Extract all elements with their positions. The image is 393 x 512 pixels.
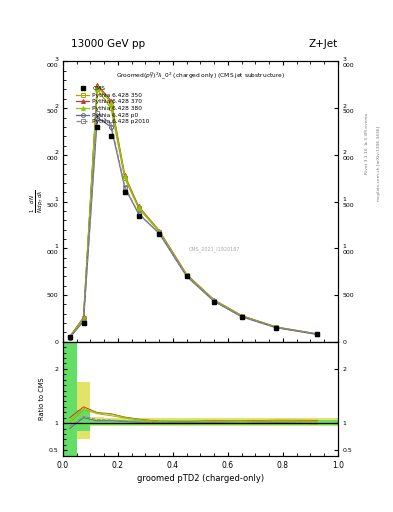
Text: CMS_2021_I1920187: CMS_2021_I1920187	[188, 246, 240, 252]
Text: Z+Jet: Z+Jet	[309, 38, 338, 49]
Legend: CMS, Pythia 6.428 350, Pythia 6.428 370, Pythia 6.428 380, Pythia 6.428 p0, Pyth: CMS, Pythia 6.428 350, Pythia 6.428 370,…	[74, 84, 152, 126]
Y-axis label: Ratio to CMS: Ratio to CMS	[39, 377, 46, 420]
Text: Groomed$(p_T^D)^2\lambda\_0^2$ (charged only) (CMS jet substructure): Groomed$(p_T^D)^2\lambda\_0^2$ (charged …	[116, 70, 285, 80]
Y-axis label: $\frac{1}{N}\frac{dN}{dp_T\,d\lambda}$: $\frac{1}{N}\frac{dN}{dp_T\,d\lambda}$	[28, 190, 45, 214]
X-axis label: groomed pTD2 (charged-only): groomed pTD2 (charged-only)	[137, 474, 264, 483]
Text: 13000 GeV pp: 13000 GeV pp	[71, 38, 145, 49]
Text: mcplots.cern.ch [arXiv:1306.3436]: mcplots.cern.ch [arXiv:1306.3436]	[377, 126, 381, 201]
Text: Rivet 3.1.10, ≥ 3.3M events: Rivet 3.1.10, ≥ 3.3M events	[365, 113, 369, 174]
